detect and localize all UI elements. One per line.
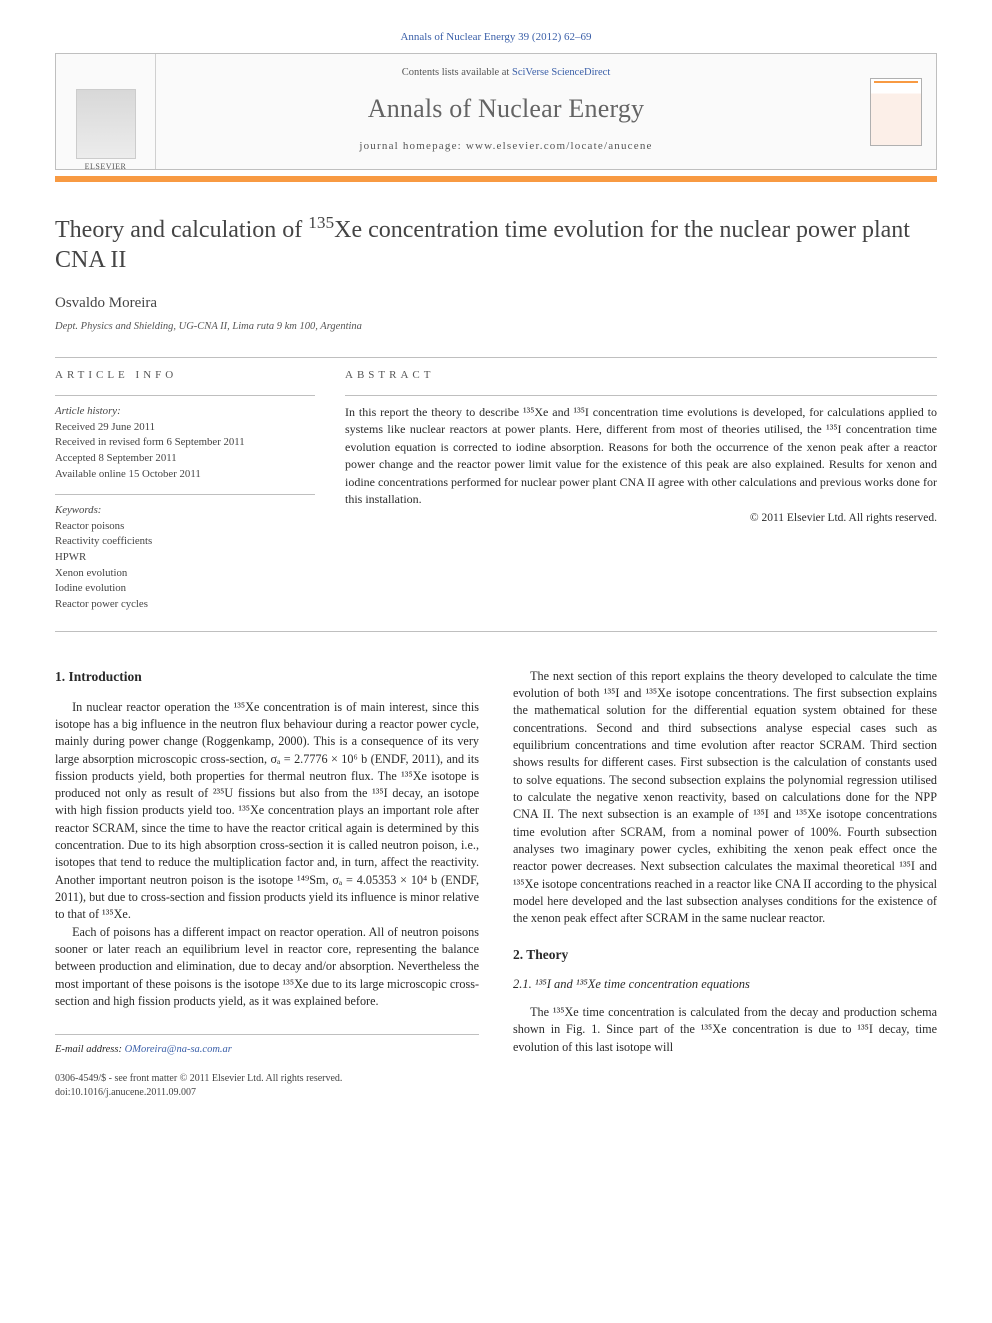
theory-body: The ¹³⁵Xe time concentration is calculat…: [513, 1004, 937, 1056]
history-label: Article history:: [55, 404, 315, 420]
author-affiliation: Dept. Physics and Shielding, UG-CNA II, …: [55, 320, 937, 335]
intro-continuation: The next section of this report explains…: [513, 668, 937, 928]
email-line: E-mail address: OMoreira@na-sa.com.ar: [55, 1043, 479, 1058]
section-2-heading: 2. Theory: [513, 946, 937, 965]
abstract-copyright: © 2011 Elsevier Ltd. All rights reserved…: [345, 510, 937, 526]
intro-p2: Each of poisons has a different impact o…: [55, 924, 479, 1011]
journal-name: Annals of Nuclear Energy: [166, 91, 846, 127]
abstract-column: abstract In this report the theory to de…: [345, 358, 937, 623]
keyword-item: Reactor poisons: [55, 519, 315, 535]
publisher-logo-cell: [56, 54, 156, 168]
title-isotope-sup: 135: [308, 213, 334, 232]
keyword-item: Reactor power cycles: [55, 597, 315, 613]
keywords-list: Reactor poisons Reactivity coefficients …: [55, 519, 315, 613]
elsevier-logo-icon: [76, 89, 136, 159]
intro-p3: The next section of this report explains…: [513, 668, 937, 928]
email-link[interactable]: OMoreira@na-sa.com.ar: [125, 1044, 232, 1055]
article-title: Theory and calculation of 135Xe concentr…: [55, 212, 937, 275]
history-received: Received 29 June 2011: [55, 420, 315, 436]
title-part1: Theory and calculation of: [55, 217, 308, 243]
intro-body: In nuclear reactor operation the ¹³⁵Xe c…: [55, 699, 479, 1011]
keyword-item: Reactivity coefficients: [55, 534, 315, 550]
contents-prefix: Contents lists available at: [402, 67, 512, 78]
journal-header-box: Contents lists available at SciVerse Sci…: [55, 53, 937, 169]
footer-block: E-mail address: OMoreira@na-sa.com.ar 03…: [55, 1034, 479, 1099]
doi-line: doi:10.1016/j.anucene.2011.09.007: [55, 1086, 479, 1100]
author-name: Osvaldo Moreira: [55, 293, 937, 314]
keywords-label: Keywords:: [55, 503, 315, 519]
accent-rule: [55, 176, 937, 182]
history-online: Available online 15 October 2011: [55, 467, 315, 483]
intro-p1: In nuclear reactor operation the ¹³⁵Xe c…: [55, 699, 479, 924]
email-label: E-mail address:: [55, 1044, 125, 1055]
history-accepted: Accepted 8 September 2011: [55, 451, 315, 467]
article-info-column: article info Article history: Received 2…: [55, 358, 315, 623]
right-column: The next section of this report explains…: [513, 668, 937, 1099]
homepage-url[interactable]: www.elsevier.com/locate/anucene: [466, 140, 653, 152]
contents-lists-line: Contents lists available at SciVerse Sci…: [166, 66, 846, 81]
abstract-text: In this report the theory to describe ¹³…: [345, 396, 937, 508]
homepage-prefix: journal homepage:: [359, 140, 466, 152]
article-info-heading: article info: [55, 368, 315, 383]
keyword-item: HPWR: [55, 550, 315, 566]
keyword-item: Iodine evolution: [55, 581, 315, 597]
mid-divider: [55, 631, 937, 632]
left-column: 1. Introduction In nuclear reactor opera…: [55, 668, 479, 1099]
keyword-item: Xenon evolution: [55, 566, 315, 582]
section-1-heading: 1. Introduction: [55, 668, 479, 687]
cover-thumb-cell: [856, 54, 936, 168]
journal-cover-icon: [870, 78, 922, 146]
homepage-line: journal homepage: www.elsevier.com/locat…: [166, 139, 846, 154]
title-xe: Xe: [334, 217, 362, 243]
theory-p1: The ¹³⁵Xe time concentration is calculat…: [513, 1004, 937, 1056]
abstract-heading: abstract: [345, 368, 937, 383]
subsection-2-1-heading: 2.1. ¹³⁵I and ¹³⁵Xe time concentration e…: [513, 976, 937, 994]
journal-header-center: Contents lists available at SciVerse Sci…: [156, 54, 856, 168]
sciencedirect-link[interactable]: SciVerse ScienceDirect: [512, 67, 610, 78]
citation-header: Annals of Nuclear Energy 39 (2012) 62–69: [55, 30, 937, 45]
front-matter-line: 0306-4549/$ - see front matter © 2011 El…: [55, 1072, 479, 1086]
history-revised: Received in revised form 6 September 201…: [55, 435, 315, 451]
